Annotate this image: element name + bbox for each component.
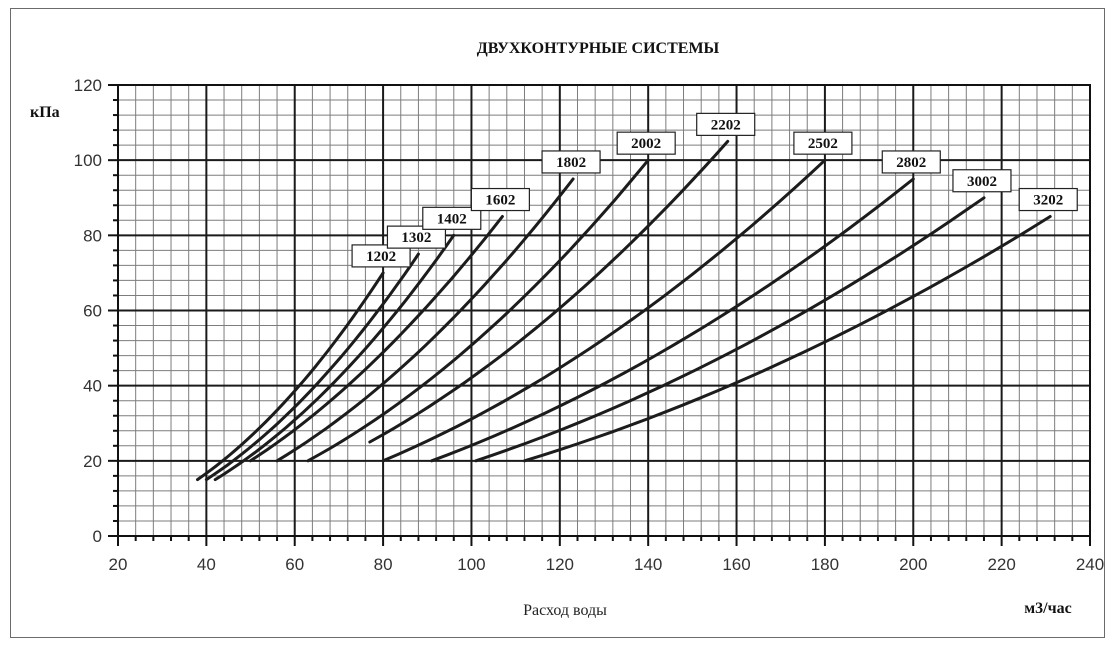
series-line-1402: [213, 233, 456, 482]
x-axis-label: Расход воды: [523, 602, 607, 619]
series-label-box-2002: [616, 131, 676, 155]
series-label-2502: 2502: [808, 136, 838, 152]
series-label-1302: 1302: [401, 230, 431, 246]
series-label-3002: 3002: [967, 174, 997, 190]
x-unit-label: м3/час: [1024, 600, 1071, 617]
series-label-box-1602: [470, 187, 530, 212]
series-label-box-2202: [696, 112, 756, 136]
x-tick-label: 240: [1076, 555, 1104, 574]
x-tick-label: 60: [285, 555, 304, 574]
series-label-box-3202: [1018, 187, 1078, 212]
series-label-box-2802: [881, 150, 941, 174]
series-line-1302: [204, 252, 420, 482]
y-tick-label: 40: [83, 377, 102, 396]
x-tick-label: 20: [109, 555, 128, 574]
y-tick-label: 60: [83, 302, 102, 321]
ticks: 0 20 40 60 80 100 120 20 40 60 80 100 120 140 160 180 20…: [74, 76, 1105, 574]
y-tick-label: 100: [74, 151, 102, 170]
x-tick-label: 100: [457, 555, 485, 574]
y-tick-label: 80: [83, 226, 102, 245]
x-tick-label: 40: [197, 555, 216, 574]
series-label-1802: 1802: [556, 155, 586, 171]
x-tick-label: 140: [634, 555, 662, 574]
series-label-box-1802: [541, 150, 601, 174]
series-label-2002: 2002: [631, 136, 661, 152]
x-tick-label: 180: [811, 555, 839, 574]
series-group: [196, 139, 1052, 482]
series-label-box-1402: [422, 206, 482, 230]
series-label-1602: 1602: [485, 193, 515, 209]
series-line-1602: [249, 215, 504, 463]
series-label-box-3002: [952, 169, 1012, 193]
series-label-2802: 2802: [896, 155, 926, 171]
series-line-2002: [306, 158, 650, 463]
series-line-2502: [381, 158, 827, 463]
series-labels: 1202 1302 1402 1602 1802 2002 2202 2502 2802 3002…: [351, 112, 1078, 268]
series-label-1402: 1402: [437, 211, 467, 227]
series-line-3202: [523, 215, 1052, 463]
grid-major: [117, 84, 1091, 537]
x-tick-label: 120: [546, 555, 574, 574]
y-tick-label: 20: [83, 452, 102, 471]
y-unit-label: кПа: [30, 104, 60, 121]
series-label-box-1302: [386, 225, 447, 249]
series-label-1202: 1202: [366, 249, 396, 265]
x-tick-label: 80: [374, 555, 393, 574]
series-line-2802: [430, 177, 915, 463]
x-tick-label: 220: [987, 555, 1015, 574]
series-line-3002: [474, 196, 986, 463]
series-label-box-1202: [351, 244, 411, 268]
chart-frame: [10, 8, 1105, 638]
series-label-2202: 2202: [711, 117, 741, 133]
series-label-3202: 3202: [1033, 193, 1063, 209]
series-line-2202: [368, 139, 730, 444]
y-tick-label: 120: [74, 76, 102, 95]
series-label-box-2502: [793, 131, 853, 155]
chart-title: ДВУХКОНТУРНЫЕ СИСТЕМЫ: [477, 40, 720, 57]
series-line-1802: [275, 177, 575, 463]
series-line-1202: [196, 271, 385, 482]
x-tick-label: 160: [722, 555, 750, 574]
y-tick-label: 0: [93, 527, 102, 546]
x-tick-label: 200: [899, 555, 927, 574]
